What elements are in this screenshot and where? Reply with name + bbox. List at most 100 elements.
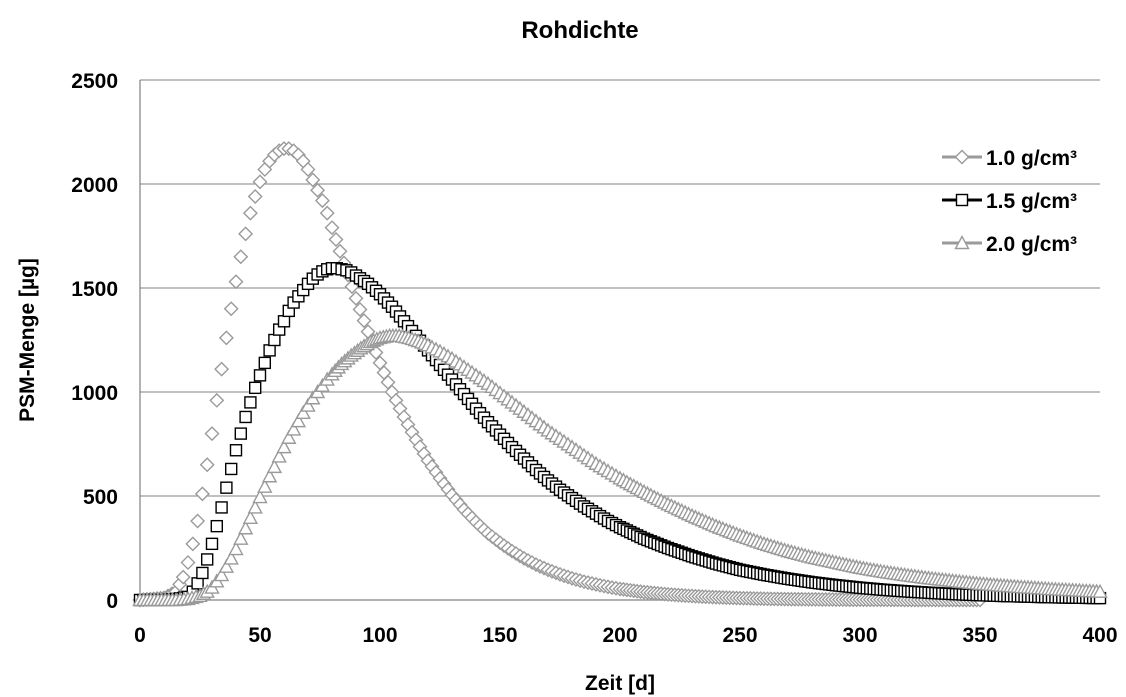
legend-item-0: 1.0 g/cm³ xyxy=(942,147,1077,170)
series-1-point-15 xyxy=(191,577,204,590)
series-2-point-34 xyxy=(276,439,292,454)
x-tick-label-8: 400 xyxy=(1082,624,1117,647)
series-0-point-18 xyxy=(204,426,220,442)
x-tick-label-1: 50 xyxy=(248,624,271,647)
series-1-point-22 xyxy=(224,462,238,476)
series-0-point-26 xyxy=(242,205,258,221)
series-2-point-262 xyxy=(1092,583,1108,598)
y-tick-label-4: 2000 xyxy=(71,174,118,197)
series-0-point-28 xyxy=(252,174,268,190)
series-1-point-16 xyxy=(196,566,209,580)
series-2-point-28 xyxy=(247,499,263,514)
series-2-point-27 xyxy=(242,509,259,525)
chart-title: Rohdichte xyxy=(521,17,638,44)
series-1-point-28 xyxy=(253,369,267,382)
series-2 xyxy=(132,327,1108,607)
y-tick-label-0: 0 xyxy=(106,590,118,613)
series-0-point-44 xyxy=(328,231,344,247)
legend-marker-1 xyxy=(955,193,969,207)
series-2-point-25 xyxy=(233,530,249,545)
data-series xyxy=(132,141,1108,608)
series-1 xyxy=(133,262,1107,607)
series-0-point-13 xyxy=(180,555,196,571)
series-2-point-38 xyxy=(295,404,311,419)
x-axis-label: Zeit [d] xyxy=(585,672,655,695)
legend-label-1: 1.5 g/cm³ xyxy=(986,190,1077,213)
series-0-point-19 xyxy=(209,392,225,408)
series-0-point-14 xyxy=(185,536,201,552)
series-1-point-17 xyxy=(200,553,214,566)
series-1-point-27 xyxy=(248,381,262,395)
legend-marker-2 xyxy=(954,235,970,250)
x-tick-label-2: 100 xyxy=(362,624,397,647)
series-0-point-16 xyxy=(194,486,210,502)
series-0-point-27 xyxy=(247,188,263,204)
series-0-point-39 xyxy=(305,172,321,188)
y-tick-label-3: 1500 xyxy=(71,278,118,301)
series-1-point-25 xyxy=(239,410,252,424)
series-0-point-21 xyxy=(218,330,234,346)
series-1-point-20 xyxy=(215,501,228,514)
series-0-point-22 xyxy=(223,301,239,317)
legend: 1.0 g/cm³ 1.5 g/cm³ 2.0 g/cm³ xyxy=(942,147,1077,256)
y-tick-label-5: 2500 xyxy=(71,70,118,93)
y-axis-label: PSM-Menge [µg] xyxy=(16,258,39,422)
series-2-point-36 xyxy=(285,421,302,436)
series-1-point-26 xyxy=(244,396,257,409)
series-0-point-45 xyxy=(332,243,348,259)
series-0-point-38 xyxy=(300,161,316,177)
y-tick-label-2: 1000 xyxy=(71,382,118,405)
series-0-point-12 xyxy=(175,569,191,585)
series-0-point-41 xyxy=(314,193,330,209)
series-0-point-49 xyxy=(348,290,364,306)
x-tick-label-5: 250 xyxy=(722,624,757,647)
series-1-point-30 xyxy=(263,344,276,357)
x-tick-label-4: 200 xyxy=(602,624,637,647)
series-2-point-39 xyxy=(300,397,316,412)
series-1-point-21 xyxy=(220,481,233,494)
series-1-point-29 xyxy=(258,356,271,370)
series-0-point-15 xyxy=(190,513,206,529)
series-1-point-23 xyxy=(229,444,243,457)
y-tick-labels: 0 500 1000 1500 2000 2500 xyxy=(71,70,118,613)
series-2-point-21 xyxy=(213,567,230,582)
series-0-point-25 xyxy=(238,226,254,242)
series-1-point-18 xyxy=(205,537,219,551)
series-0-point-24 xyxy=(233,249,249,265)
series-0-point-17 xyxy=(199,457,215,473)
series-2-point-37 xyxy=(290,413,307,428)
series-0-point-20 xyxy=(214,361,230,377)
series-2-point-33 xyxy=(271,448,287,463)
series-0-point-40 xyxy=(310,182,326,198)
x-tick-label-3: 150 xyxy=(482,624,517,647)
series-2-point-31 xyxy=(261,468,278,483)
legend-item-1: 1.5 g/cm³ xyxy=(942,190,1077,213)
series-0-point-50 xyxy=(352,302,368,317)
legend-label-0: 1.0 g/cm³ xyxy=(986,147,1077,170)
series-0-point-51 xyxy=(356,313,372,329)
series-0-point-43 xyxy=(324,220,340,236)
legend-label-2: 2.0 g/cm³ xyxy=(986,233,1077,256)
legend-marker-0 xyxy=(954,149,970,165)
series-1-point-19 xyxy=(210,519,224,533)
series-2-point-24 xyxy=(228,541,244,556)
y-tick-label-1: 500 xyxy=(83,486,118,509)
series-2-point-32 xyxy=(266,458,283,474)
series-0-point-23 xyxy=(228,274,244,290)
series-1-point-31 xyxy=(268,333,281,347)
series-2-point-30 xyxy=(257,478,273,493)
x-tick-label-7: 350 xyxy=(962,624,997,647)
series-2-point-29 xyxy=(252,489,268,504)
series-1-point-24 xyxy=(234,427,248,440)
x-tick-label-6: 300 xyxy=(842,624,877,647)
x-tick-label-0: 0 xyxy=(134,624,146,647)
series-0-point-42 xyxy=(319,205,335,221)
series-2-point-35 xyxy=(281,429,297,444)
series-2-point-26 xyxy=(237,520,254,535)
series-2-point-22 xyxy=(218,558,235,573)
series-2-point-23 xyxy=(223,550,239,565)
series-1-point-33 xyxy=(277,315,291,328)
x-tick-labels: 0 50 100 150 200 250 300 350 400 xyxy=(134,624,1117,647)
